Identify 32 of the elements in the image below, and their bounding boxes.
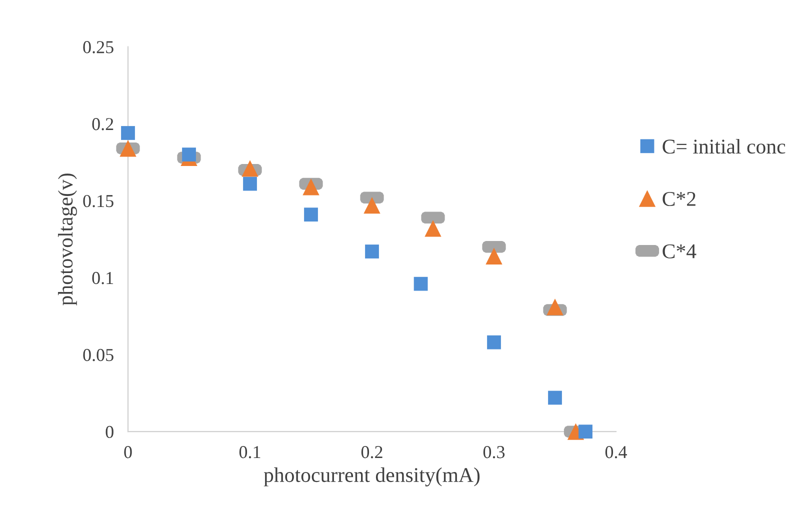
legend-label: C*4 [662,244,696,258]
point [120,140,136,157]
point [182,148,196,162]
x-tick-label: 0.1 [239,446,260,458]
point [302,178,320,196]
y-tick-label: 0.05 [83,348,114,362]
point [365,244,379,258]
y-tick-label: 0.15 [83,194,114,208]
point [242,160,258,177]
legend-label: C= initial conc [662,138,786,154]
y-tick-label: 0.25 [83,41,114,54]
point [548,390,562,405]
y-tick-label: 0.2 [92,118,114,130]
y-tick-label: 0 [106,426,114,438]
point [486,248,502,264]
y-tick-label: 0.1 [92,272,114,284]
point [578,424,592,439]
x-tick-label: 0 [124,446,132,458]
x-axis-title: photocurrent density(mA) [264,467,480,486]
y-axis-title: photovoltage(v) [58,174,77,306]
point [546,298,564,316]
point [414,276,428,291]
x-tick-label: 0.3 [483,446,505,458]
x-tick-label: 0.4 [605,446,628,458]
point [121,126,135,140]
point [304,208,318,222]
point [487,335,501,350]
legend-label: C*2 [662,192,696,206]
point [364,197,380,214]
x-tick-label: 0.2 [361,446,382,458]
point [243,176,257,191]
point [424,220,442,237]
